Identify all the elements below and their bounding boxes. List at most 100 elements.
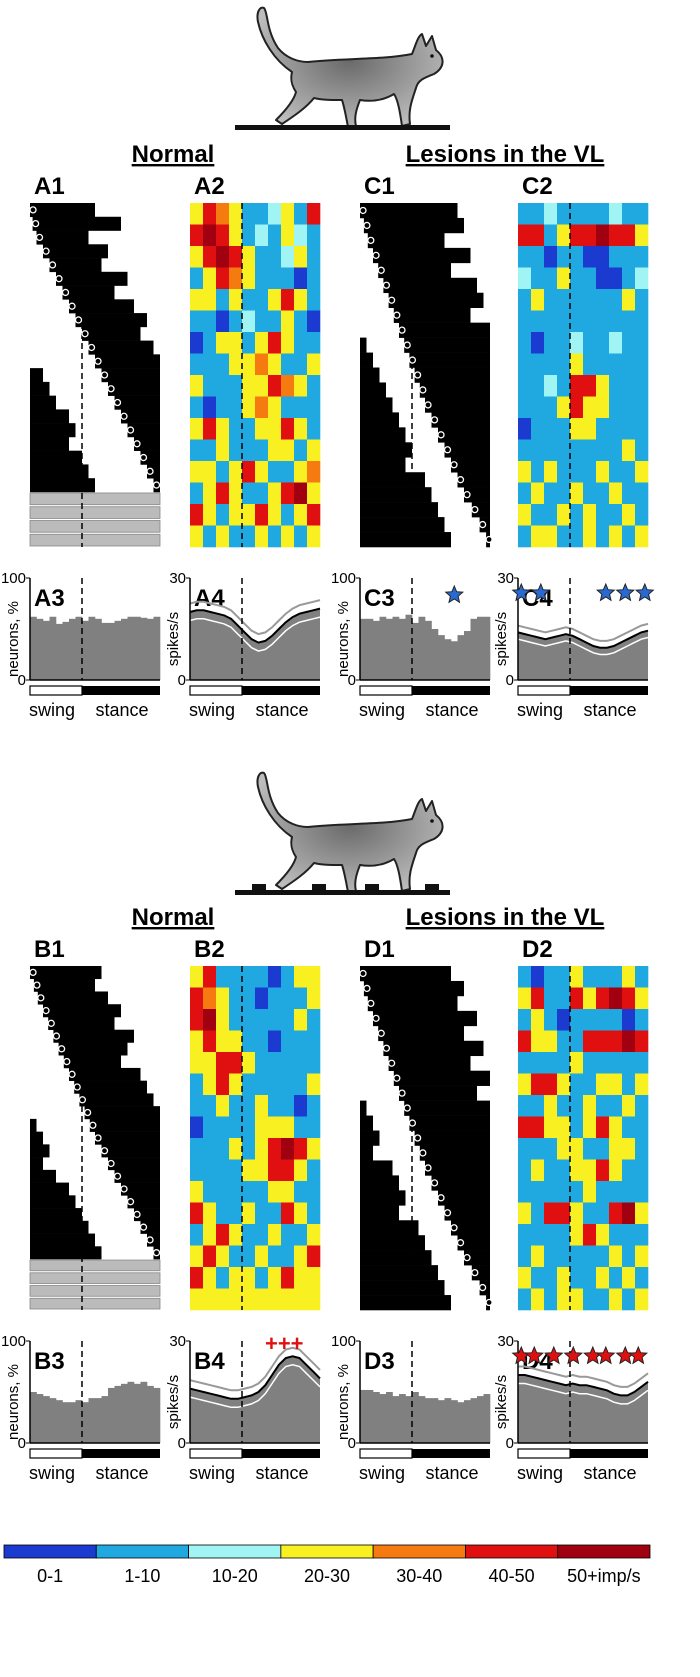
heat-cell <box>635 525 649 548</box>
heat-cell <box>583 1030 597 1053</box>
activity-bar <box>388 292 484 308</box>
group-header: Normal <box>132 141 215 168</box>
heat-cell <box>518 1030 532 1053</box>
heat-cell <box>609 289 623 311</box>
panel-label: D3 <box>364 1348 395 1375</box>
heat-cell <box>622 203 636 225</box>
heat-cell <box>242 289 256 311</box>
heat-cell <box>557 310 571 333</box>
heat-cell <box>229 987 243 1010</box>
hist-bar <box>477 1396 484 1443</box>
heat-cell <box>635 418 649 440</box>
heat-cell <box>281 203 295 225</box>
onset-marker <box>430 1179 439 1187</box>
heat-cell <box>518 418 532 440</box>
swing-label: swing <box>359 700 405 720</box>
hist-bar <box>418 616 426 680</box>
heat-cell <box>596 1181 610 1203</box>
significance-star <box>563 1345 584 1365</box>
heat-cell <box>622 966 636 988</box>
heat-cell <box>242 224 256 247</box>
heat-cell <box>203 966 217 988</box>
heat-cell <box>190 461 204 483</box>
swing-bar <box>189 1448 243 1459</box>
heat-cell <box>242 1116 256 1139</box>
heat-cell <box>596 310 610 333</box>
heat-cell <box>255 439 269 462</box>
heat-cell <box>531 461 545 483</box>
heat-cell <box>190 224 204 247</box>
onset-marker <box>78 1096 87 1104</box>
heat-cell <box>596 482 610 505</box>
heat-cell <box>229 1138 243 1160</box>
heat-cell <box>294 504 308 526</box>
heat-cell <box>622 1030 636 1053</box>
activity-bar <box>425 397 490 413</box>
activity-bar <box>101 1144 160 1158</box>
heat-cell <box>531 203 545 225</box>
activity-bar <box>383 277 477 294</box>
heat-cell <box>203 396 217 419</box>
heat-cell <box>255 310 269 333</box>
heat-cell <box>216 1202 230 1225</box>
heat-cell <box>570 1009 584 1031</box>
swing-label: swing <box>517 1463 563 1483</box>
heat-cell <box>294 332 308 354</box>
sd-upper-line <box>189 1346 321 1392</box>
sd-upper-line <box>517 622 649 642</box>
activity-bar <box>457 1235 490 1251</box>
heat-cell <box>583 1245 597 1268</box>
onset-marker <box>437 1194 445 1202</box>
swing-bar <box>359 685 413 696</box>
heat-cell <box>622 353 636 376</box>
heat-cell <box>190 1052 204 1074</box>
activity-bar <box>74 1080 147 1094</box>
heat-cell <box>635 353 649 376</box>
heat-cell <box>255 1138 269 1160</box>
heat-cell <box>518 1288 532 1311</box>
onset-marker <box>57 1045 66 1053</box>
hist-bar <box>153 1387 161 1443</box>
heat-cell <box>242 461 256 483</box>
hist-bar <box>451 1400 458 1443</box>
hist-bar <box>108 622 115 680</box>
activity-bar <box>30 1182 69 1196</box>
heat-cell <box>307 439 321 462</box>
activity-bar <box>30 1246 102 1260</box>
heat-cell <box>570 246 584 268</box>
hist-bar <box>147 618 154 680</box>
heat-cell <box>190 1073 204 1096</box>
heat-cell <box>583 246 597 268</box>
hist-bar <box>483 1394 491 1443</box>
heat-cell <box>307 224 321 247</box>
heat-cell <box>216 332 230 354</box>
y-tick-label: 30 <box>169 1333 186 1350</box>
stance-bar <box>412 686 490 695</box>
heat-cell <box>242 1138 256 1160</box>
hist-bar <box>49 1398 57 1443</box>
heat-cell <box>242 418 256 440</box>
heat-cell <box>635 289 649 311</box>
hist-bar <box>36 1394 44 1443</box>
hist-bar <box>418 1396 426 1443</box>
heat-cell <box>216 1288 230 1311</box>
heat-cell <box>531 267 545 290</box>
heat-cell <box>557 1159 571 1182</box>
heat-cell <box>557 1245 571 1268</box>
onset-marker <box>456 476 465 484</box>
activity-bar <box>388 1055 471 1071</box>
stance-bar <box>412 1449 490 1458</box>
activity-bar <box>88 340 154 355</box>
heat-cell <box>544 525 558 548</box>
heat-cell <box>229 1267 243 1289</box>
heat-cell <box>203 267 217 290</box>
heat-cell <box>242 987 256 1010</box>
hist-bar <box>360 1389 367 1443</box>
heat-cell <box>622 1181 636 1203</box>
onset-marker <box>485 1298 493 1307</box>
activity-bar <box>360 442 412 458</box>
heat-cell <box>557 203 571 225</box>
heat-cell <box>583 375 597 397</box>
activity-bar <box>360 1145 373 1161</box>
